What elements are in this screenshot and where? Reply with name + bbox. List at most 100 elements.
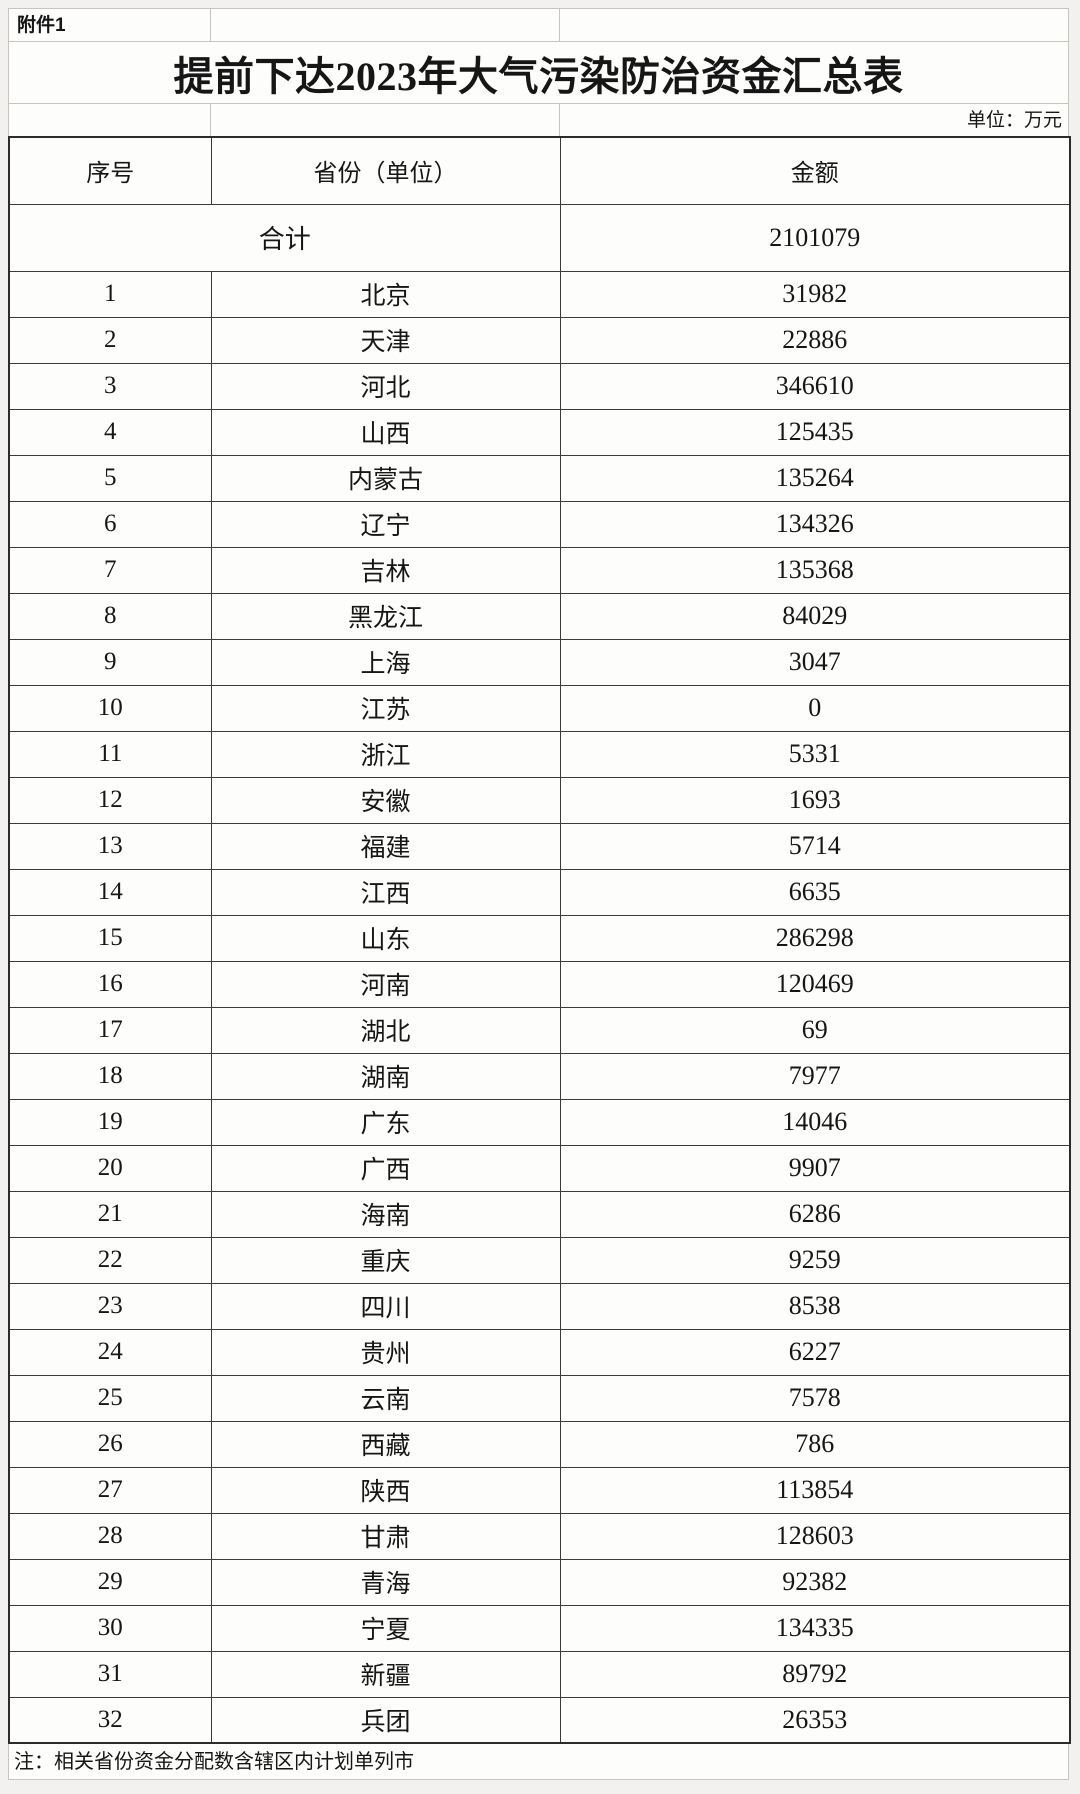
amount-cell: 134335: [559, 1604, 1071, 1652]
serial-number-cell: 9: [8, 638, 212, 686]
total-amount: 2101079: [559, 203, 1071, 272]
amount-cell: 0: [559, 684, 1071, 732]
serial-number-cell: 22: [8, 1236, 212, 1284]
header-amount: 金额: [559, 136, 1071, 205]
province-cell: 四川: [210, 1282, 561, 1330]
serial-number-cell: 16: [8, 960, 212, 1008]
province-cell: 青海: [210, 1558, 561, 1606]
table-row: 10 江苏 0: [8, 684, 1071, 732]
table-header-row: 序号 省份（单位） 金额: [8, 136, 1071, 205]
total-label: 合计: [8, 203, 561, 272]
amount-cell: 14046: [559, 1098, 1071, 1146]
table-row: 1 北京 31982: [8, 270, 1071, 318]
empty-cell: [211, 9, 560, 41]
table-row: 28 甘肃 128603: [8, 1512, 1071, 1560]
serial-number-cell: 18: [8, 1052, 212, 1100]
province-cell: 广东: [210, 1098, 561, 1146]
fund-table: 序号 省份（单位） 金额 合计 2101079 1 北京 31982 2 天津 22886…: [8, 136, 1071, 1744]
title-row: 提前下达2023年大气污染防治资金汇总表: [8, 42, 1069, 104]
serial-number-cell: 31: [8, 1650, 212, 1698]
empty-cell: [560, 9, 1068, 41]
serial-number-cell: 19: [8, 1098, 212, 1146]
serial-number-cell: 25: [8, 1374, 212, 1422]
table-row: 13 福建 5714: [8, 822, 1071, 870]
province-cell: 广西: [210, 1144, 561, 1192]
province-cell: 黑龙江: [210, 592, 561, 640]
province-cell: 湖南: [210, 1052, 561, 1100]
amount-cell: 92382: [559, 1558, 1071, 1606]
unit-label: 单位：万元: [966, 109, 1062, 131]
province-cell: 河南: [210, 960, 561, 1008]
serial-number-cell: 10: [8, 684, 212, 732]
table-row: 8 黑龙江 84029: [8, 592, 1071, 640]
table-row: 16 河南 120469: [8, 960, 1071, 1008]
amount-cell: 128603: [559, 1512, 1071, 1560]
province-cell: 福建: [210, 822, 561, 870]
serial-number-cell: 12: [8, 776, 212, 824]
province-cell: 兵团: [210, 1696, 561, 1744]
serial-number-cell: 4: [8, 408, 212, 456]
serial-number-cell: 21: [8, 1190, 212, 1238]
table-row: 9 上海 3047: [8, 638, 1071, 686]
province-cell: 安徽: [210, 776, 561, 824]
serial-number-cell: 13: [8, 822, 212, 870]
province-cell: 山西: [210, 408, 561, 456]
total-row: 合计 2101079: [8, 203, 1071, 272]
table-row: 14 江西 6635: [8, 868, 1071, 916]
serial-number-cell: 28: [8, 1512, 212, 1560]
amount-cell: 125435: [559, 408, 1071, 456]
serial-number-cell: 32: [8, 1696, 212, 1744]
amount-cell: 6227: [559, 1328, 1071, 1376]
header-serial-number: 序号: [8, 136, 212, 205]
serial-number-cell: 14: [8, 868, 212, 916]
amount-cell: 5714: [559, 822, 1071, 870]
province-cell: 河北: [210, 362, 561, 410]
amount-cell: 22886: [559, 316, 1071, 364]
amount-cell: 135368: [559, 546, 1071, 594]
province-cell: 海南: [210, 1190, 561, 1238]
table-row: 11 浙江 5331: [8, 730, 1071, 778]
serial-number-cell: 7: [8, 546, 212, 594]
serial-number-cell: 15: [8, 914, 212, 962]
serial-number-cell: 20: [8, 1144, 212, 1192]
serial-number-cell: 2: [8, 316, 212, 364]
attachment-row: 附件1: [8, 8, 1069, 42]
table-row: 32 兵团 26353: [8, 1696, 1071, 1744]
table-row: 7 吉林 135368: [8, 546, 1071, 594]
province-cell: 内蒙古: [210, 454, 561, 502]
serial-number-cell: 3: [8, 362, 212, 410]
header-province: 省份（单位）: [210, 136, 561, 205]
fund-table-body: 合计 2101079 1 北京 31982 2 天津 22886 3 河北 346610 4 山西 1…: [8, 203, 1071, 1744]
table-row: 20 广西 9907: [8, 1144, 1071, 1192]
table-row: 3 河北 346610: [8, 362, 1071, 410]
province-cell: 甘肃: [210, 1512, 561, 1560]
serial-number-cell: 6: [8, 500, 212, 548]
amount-cell: 786: [559, 1420, 1071, 1468]
amount-cell: 135264: [559, 454, 1071, 502]
province-cell: 宁夏: [210, 1604, 561, 1652]
amount-cell: 5331: [559, 730, 1071, 778]
table-row: 15 山东 286298: [8, 914, 1071, 962]
province-cell: 浙江: [210, 730, 561, 778]
attachment-label: 附件1: [17, 14, 66, 36]
table-row: 17 湖北 69: [8, 1006, 1071, 1054]
province-cell: 江西: [210, 868, 561, 916]
unit-row: 单位：万元: [8, 104, 1069, 136]
table-row: 18 湖南 7977: [8, 1052, 1071, 1100]
serial-number-cell: 11: [8, 730, 212, 778]
province-cell: 江苏: [210, 684, 561, 732]
serial-number-cell: 8: [8, 592, 212, 640]
province-cell: 山东: [210, 914, 561, 962]
amount-cell: 346610: [559, 362, 1071, 410]
footnote-text: 注：相关省份资金分配数含辖区内计划单列市: [14, 1750, 414, 1773]
table-row: 25 云南 7578: [8, 1374, 1071, 1422]
spreadsheet-area: 附件1 提前下达2023年大气污染防治资金汇总表 单位：万元 序号: [8, 8, 1071, 1780]
amount-cell: 134326: [559, 500, 1071, 548]
page-title: 提前下达2023年大气污染防治资金汇总表: [173, 53, 904, 99]
serial-number-cell: 29: [8, 1558, 212, 1606]
province-cell: 新疆: [210, 1650, 561, 1698]
province-cell: 西藏: [210, 1420, 561, 1468]
table-row: 5 内蒙古 135264: [8, 454, 1071, 502]
table-row: 2 天津 22886: [8, 316, 1071, 364]
